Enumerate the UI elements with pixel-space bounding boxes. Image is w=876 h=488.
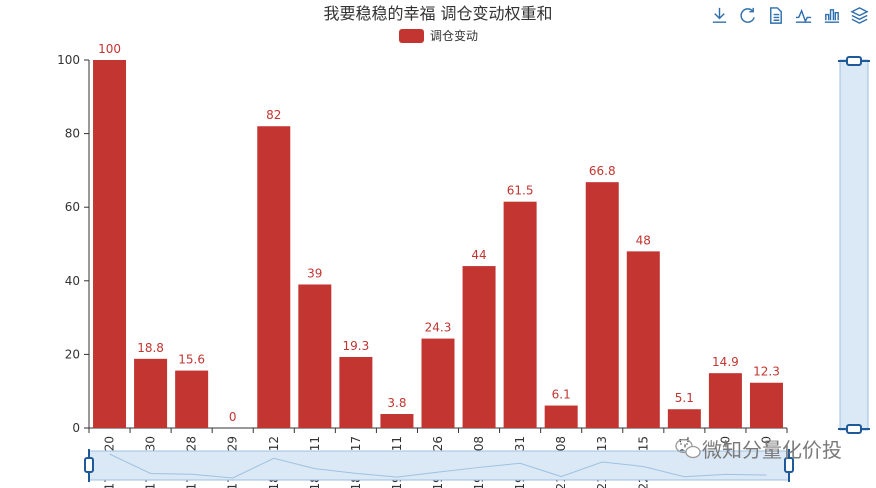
y-tick-label: 0 [72, 421, 80, 435]
legend[interactable]: 调仓变动 [399, 28, 478, 43]
bar[interactable] [175, 370, 209, 428]
bar[interactable] [93, 60, 127, 428]
data-label: 3.8 [387, 396, 406, 410]
data-label: 18.8 [137, 341, 164, 355]
bar[interactable] [503, 201, 537, 428]
bar[interactable] [298, 284, 332, 428]
chart-title: 我要稳稳的幸福 调仓变动权重和 [323, 4, 552, 23]
bar[interactable] [380, 414, 414, 428]
y-slider-handle[interactable] [846, 424, 862, 434]
data-label: 66.8 [589, 164, 616, 178]
data-label: 44 [471, 248, 486, 262]
legend-label[interactable]: 调仓变动 [430, 28, 478, 43]
data-label: 61.5 [507, 184, 534, 198]
watermark-text: 微知分量化价投 [702, 438, 842, 462]
data-label: 14.9 [712, 355, 739, 369]
bar[interactable] [421, 338, 455, 428]
bar[interactable] [257, 126, 291, 429]
y-tick-label: 100 [57, 53, 80, 67]
refresh-icon[interactable] [737, 5, 758, 26]
bar[interactable] [339, 356, 373, 428]
bars [93, 60, 783, 429]
data-label: 100 [98, 42, 121, 56]
data-labels: 100 18.8 15.6 0 82 39 19.3 3.8 24.3 44 61.5 6.1 66.8… [98, 42, 780, 424]
x-slider-preview [109, 453, 767, 479]
bar[interactable] [667, 409, 701, 428]
line-chart-icon[interactable] [793, 5, 814, 26]
data-view-icon[interactable] [765, 5, 786, 26]
wechat-icon [675, 438, 701, 459]
data-label: 0 [229, 410, 237, 424]
data-label: 5.1 [675, 391, 694, 405]
legend-swatch[interactable] [399, 29, 424, 43]
x-slider-track[interactable] [88, 450, 790, 481]
stack-icon[interactable] [849, 5, 870, 26]
bar[interactable] [544, 405, 578, 428]
y-tick-label: 40 [65, 274, 80, 288]
bar[interactable] [462, 266, 496, 428]
bar[interactable] [708, 373, 742, 428]
x-datazoom-slider[interactable] [84, 449, 794, 482]
y-datazoom-slider[interactable] [838, 56, 870, 434]
y-slider-handle[interactable] [846, 56, 862, 66]
x-slider-handle[interactable] [784, 457, 794, 473]
x-slider-handle[interactable] [84, 457, 94, 473]
y-axis: 0 20 40 60 80 100 [57, 53, 90, 435]
data-label: 12.3 [753, 365, 780, 379]
data-label: 48 [636, 233, 651, 247]
data-label: 39 [307, 266, 322, 280]
y-tick-label: 60 [65, 200, 80, 214]
watermark: 微知分量化价投 [675, 438, 842, 462]
data-label: 24.3 [425, 321, 452, 335]
data-label: 82 [266, 108, 281, 122]
y-tick-label: 20 [65, 347, 80, 361]
bar[interactable] [585, 182, 619, 428]
bar[interactable] [134, 358, 168, 428]
toolbox [709, 5, 870, 26]
bar[interactable] [749, 382, 783, 428]
data-label: 6.1 [552, 388, 571, 402]
bar[interactable] [626, 251, 660, 428]
download-icon[interactable] [709, 5, 730, 26]
bar-chart-icon[interactable] [821, 5, 842, 26]
y-tick-label: 80 [65, 127, 80, 141]
y-slider-track[interactable] [839, 59, 869, 431]
data-label: 15.6 [178, 353, 205, 367]
data-label: 19.3 [343, 339, 370, 353]
